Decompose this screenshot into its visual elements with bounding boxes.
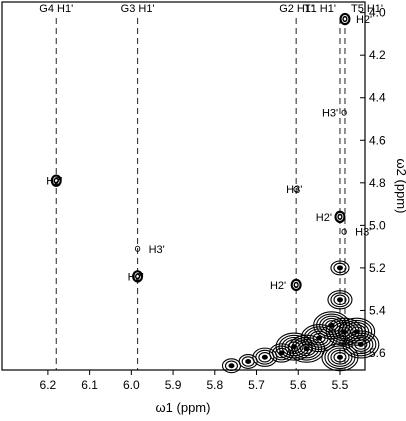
diagonal-cluster [221, 260, 380, 374]
x-axis: 6.2 6.1 6.0 5.9 5.8 5.7 5.6 5.5 [40, 370, 349, 392]
y-tick-label: 4.0 [369, 6, 386, 20]
cross-peak: H3' [286, 184, 302, 196]
x-tick-label: 6.1 [81, 378, 98, 392]
cross-peak: H3' [341, 227, 371, 239]
y-tick-label: 5.0 [369, 218, 386, 232]
y-tick-label: 5.6 [369, 346, 386, 360]
x-tick-label: 5.6 [290, 378, 307, 392]
y-tick-label: 5.2 [369, 261, 386, 275]
reference-line-label: G3 H1' [121, 3, 155, 15]
reference-lines: G4 H1' G3 H1' G2 H1'T1 H1' T5 H1' [39, 3, 383, 370]
cross-peaks: H2' H3' H2' H3' H2' H3' H3' H2' H2' [46, 12, 372, 292]
y-tick-label: 4.2 [369, 48, 386, 62]
peak-label: H2' [128, 271, 144, 283]
cross-peak: H2' [316, 210, 346, 224]
peak-label: H2' [270, 280, 286, 292]
y-axis-label: ω2 (ppm) [394, 159, 406, 214]
peak-label: H3' [286, 184, 302, 196]
x-tick-label: 5.5 [332, 378, 349, 392]
y-axis: 4.0 4.2 4.4 4.6 4.8 5.0 5.2 5.4 5.6 [360, 6, 386, 360]
x-tick-label: 5.8 [206, 378, 223, 392]
cross-peak: H3' [322, 108, 347, 120]
reference-line-label: G2 H1' [279, 3, 313, 15]
cross-peak: H2' [270, 278, 302, 292]
peak-label: H3' [355, 227, 371, 239]
cross-peak: H2' [46, 174, 62, 188]
plot-frame [1, 1, 366, 371]
diagonal-peak [327, 290, 353, 310]
x-tick-label: 5.9 [165, 378, 182, 392]
y-tick-label: 4.8 [369, 176, 386, 190]
y-tick-label: 5.4 [369, 303, 386, 317]
cross-peak: H3' [134, 244, 165, 256]
peak-label: H2' [46, 176, 62, 188]
diagonal-peak [238, 354, 258, 369]
x-tick-label: 6.0 [123, 378, 140, 392]
diagonal-peak [330, 260, 350, 276]
reference-line-label: T1 H1' [304, 3, 336, 15]
peak-label: H3' [322, 108, 338, 120]
diagonal-peak [269, 343, 295, 363]
cross-peak: H2' [128, 270, 144, 283]
peak-label: H3' [149, 244, 165, 256]
reference-line-label: T5 H1' [351, 3, 383, 15]
x-axis-label: ω1 (ppm) [156, 400, 211, 415]
x-tick-label: 5.7 [248, 378, 265, 392]
cross-peak: H2' [339, 12, 372, 26]
peak-label: H2' [316, 212, 332, 224]
diagonal-peak [275, 332, 313, 361]
y-tick-label: 4.4 [369, 91, 386, 105]
reference-line-label: G4 H1' [39, 3, 73, 15]
diagonal-peak [342, 330, 380, 359]
x-tick-label: 6.2 [40, 378, 57, 392]
y-tick-label: 4.6 [369, 133, 386, 147]
peak-label: H2' [356, 14, 372, 26]
diagonal-peak [252, 347, 278, 367]
